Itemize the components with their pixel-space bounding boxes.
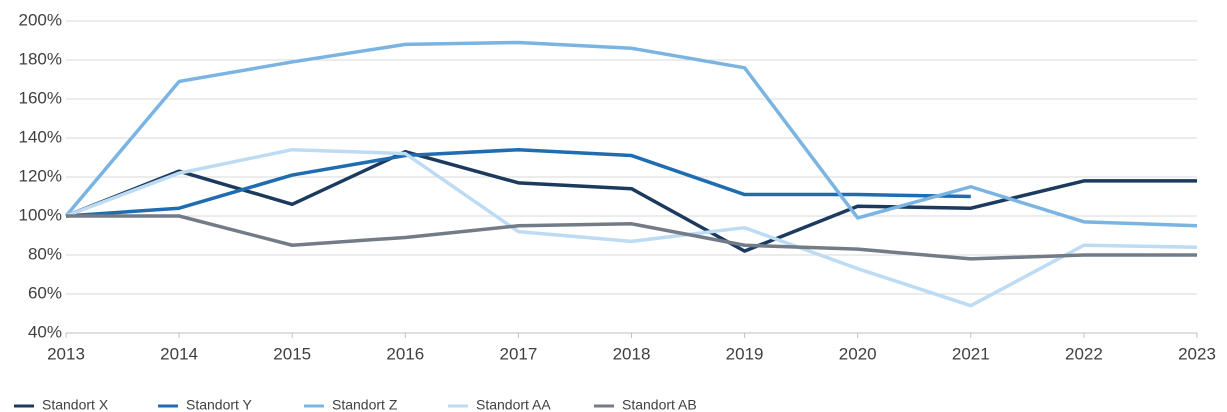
legend-label: Standort Y <box>186 397 253 412</box>
y-tick-label: 160% <box>19 88 62 107</box>
y-tick-label: 80% <box>28 244 62 263</box>
legend-label: Standort AA <box>476 397 551 412</box>
series-line <box>66 214 1197 261</box>
x-tick-label: 2023 <box>1178 344 1216 363</box>
series-line <box>65 147 1198 308</box>
x-tick-label: 2019 <box>726 344 764 363</box>
series-line <box>64 40 1198 228</box>
legend-label: Standort Z <box>332 397 398 412</box>
x-tick-label: 2015 <box>273 344 311 363</box>
x-tick-label: 2021 <box>952 344 990 363</box>
x-tick-label: 2020 <box>839 344 877 363</box>
y-tick-label: 200% <box>19 10 62 29</box>
x-tick-label: 2022 <box>1065 344 1103 363</box>
x-tick-label: 2016 <box>386 344 424 363</box>
y-tick-label: 40% <box>28 322 62 341</box>
x-tick-label: 2017 <box>499 344 537 363</box>
y-tick-label: 120% <box>19 166 62 185</box>
x-tick-label: 2018 <box>613 344 651 363</box>
series-line <box>65 149 1197 253</box>
legend-label: Standort AB <box>622 397 697 412</box>
legend-label: Standort X <box>42 397 109 412</box>
y-tick-label: 180% <box>19 49 62 68</box>
x-tick-label: 2013 <box>47 344 85 363</box>
y-tick-label: 60% <box>28 283 62 302</box>
y-tick-label: 140% <box>19 127 62 146</box>
series-line <box>65 147 971 218</box>
y-tick-label: 100% <box>19 205 62 224</box>
x-tick-label: 2014 <box>160 344 198 363</box>
